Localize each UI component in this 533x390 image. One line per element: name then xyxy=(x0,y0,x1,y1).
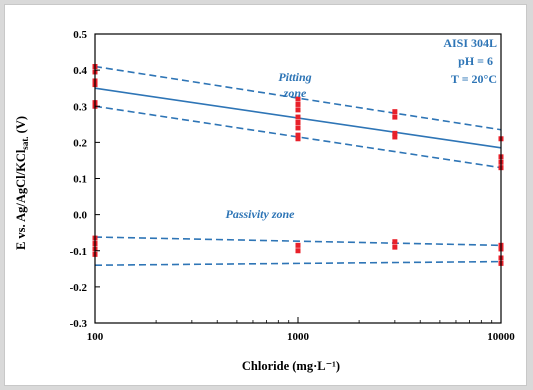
dashed-bound-line-2 xyxy=(94,105,502,169)
data-point-16 xyxy=(392,130,398,136)
material-label: AISI 304L xyxy=(443,36,497,50)
y-axis-title: E vs. Ag/AgCl/KClsat. (V) xyxy=(14,116,30,250)
y-tick-label-2: 0.3 xyxy=(73,101,87,113)
y-tick-label-6: -0.1 xyxy=(70,246,87,258)
y-tick-label-3: 0.2 xyxy=(73,137,87,149)
data-point-13 xyxy=(295,136,301,142)
data-point-29 xyxy=(392,244,398,250)
dashed-bound-line-3 xyxy=(94,236,502,247)
ph-label: pH = 6 xyxy=(458,54,493,68)
data-point-6 xyxy=(295,96,301,102)
data-point-27 xyxy=(295,248,301,254)
chart-card: 0.5 0.4 0.3 0.2 0.1 0.0 -0.1 -0.2 -0.3 100 1000 100… xyxy=(4,4,527,386)
data-point-15 xyxy=(392,114,398,120)
y-tick-label-7: -0.2 xyxy=(70,282,88,294)
y-axis-title-tail: (V) xyxy=(14,116,28,136)
data-point-12 xyxy=(295,132,301,138)
y-tick-label-5: 0.0 xyxy=(73,210,87,222)
data-point-26 xyxy=(295,242,301,248)
data-point-8 xyxy=(295,107,301,113)
data-point-10 xyxy=(295,120,301,126)
temperature-label: T = 20°C xyxy=(451,72,497,86)
y-axis-title-sub: sat. xyxy=(20,136,30,149)
data-point-14 xyxy=(392,109,398,115)
x-tick-label-0: 100 xyxy=(87,331,104,343)
y-tick-label-1: 0.4 xyxy=(73,65,87,77)
data-point-17 xyxy=(392,134,398,140)
x-tick-label-1: 1000 xyxy=(287,331,310,343)
dashed-bound-line-4 xyxy=(94,260,502,266)
dashed-bound-line-1 xyxy=(94,65,502,131)
data-point-9 xyxy=(295,114,301,120)
y-tick-label-8: -0.3 xyxy=(70,318,88,330)
data-point-11 xyxy=(295,125,301,131)
pitting-zone-label-line1: Pitting xyxy=(278,70,311,84)
y-tick-label-4: 0.1 xyxy=(73,174,87,186)
pitting-zone-label-line2: zone xyxy=(283,86,307,100)
x-tick-label-2: 10000 xyxy=(487,331,515,343)
y-axis-title-main: E vs. Ag/AgCl/KCl xyxy=(14,149,28,250)
data-point-7 xyxy=(295,101,301,107)
data-point-28 xyxy=(392,239,398,245)
passivity-zone-label: Passivity zone xyxy=(226,207,296,221)
y-tick-label-0: 0.5 xyxy=(73,29,87,41)
x-axis-title: Chloride (mg·L⁻¹) xyxy=(242,359,340,373)
